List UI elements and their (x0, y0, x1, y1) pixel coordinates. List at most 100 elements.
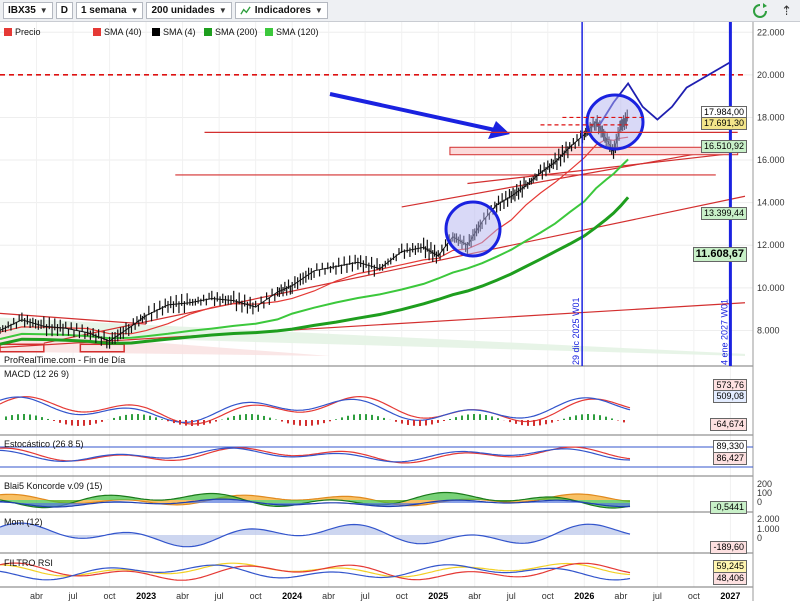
momentum-line (0, 522, 631, 548)
legend-item-sma4[interactable]: SMA (4) (152, 26, 196, 38)
mom-value: -189,60 (710, 541, 747, 554)
price-line (0, 117, 629, 342)
legend-label: SMA (120) (276, 27, 319, 37)
chevron-down-icon: ▼ (218, 6, 227, 15)
trendline (0, 302, 746, 349)
units-selector[interactable]: 200 unidades ▼ (146, 2, 232, 19)
mom-tick-2000: 2.000 (757, 514, 780, 524)
x-tick-label: oct (250, 591, 263, 601)
chevron-down-icon: ▼ (39, 6, 48, 15)
highlight-circle (585, 93, 645, 151)
x-tick-label: jul (214, 591, 224, 601)
support-box-small (0, 343, 45, 353)
projection-line (598, 61, 731, 127)
rsi-blue (0, 564, 631, 581)
legend-label: Precio (15, 27, 41, 37)
panel-title-macd: MACD (12 26 9) (4, 369, 70, 379)
koncorde-tick-0: 0 (757, 497, 763, 507)
chevron-down-icon: ▼ (314, 6, 323, 15)
swatch-sma200 (204, 28, 212, 36)
time-marker-label: 4 ene 2027 W01 (719, 299, 729, 365)
price-tag-sma40: 16.510,92 (700, 140, 747, 153)
indicator-panels (0, 395, 753, 581)
y-tick-label: 16.000 (757, 155, 785, 165)
koncorde-orange-fill (0, 494, 630, 506)
x-tick-label: 2024 (282, 591, 302, 601)
y-tick-label: 12.000 (757, 240, 785, 250)
trendline (0, 312, 147, 325)
highlight-circle (444, 200, 502, 258)
x-tick-label: 2023 (136, 591, 156, 601)
panel-title-momentum: Mom (12) (4, 517, 43, 527)
sma-200-line (0, 196, 630, 346)
x-tick-label: 2027 (720, 591, 740, 601)
symbol-label: IBX35 (8, 5, 36, 16)
legend-item-sma200[interactable]: SMA (200) (204, 26, 258, 38)
swatch-price (4, 28, 12, 36)
data-source-label: ProRealTime.com - Fin de Día (4, 355, 126, 365)
price-tag-sma200: 11.608,67 (692, 247, 747, 262)
x-tick-label: jul (68, 591, 78, 601)
panel-title-filtro-rsi: FILTRO RSI (4, 558, 53, 568)
panel-title-koncorde: Blai5 Koncorde v.09 (15) (4, 481, 103, 491)
annotation-arrow-line (329, 92, 496, 132)
legend-item-sma40[interactable]: SMA (40) (93, 26, 142, 38)
rsi-yellow (0, 562, 631, 578)
macd-value-2: 509,08 (713, 390, 747, 403)
chevron-down-icon: ▼ (130, 6, 139, 15)
trendline (401, 144, 746, 208)
series-layer (0, 61, 746, 356)
indicators-button[interactable]: Indicadores ▼ (234, 2, 328, 19)
channel-fill-pink (0, 330, 330, 356)
period-label: 1 semana (80, 5, 127, 16)
indicators-label: Indicadores (254, 5, 311, 16)
koncorde-tick-200: 200 (757, 479, 773, 489)
x-tick-label: oct (104, 591, 117, 601)
macd-signal (0, 396, 631, 423)
legend-item-price[interactable]: Precio (4, 26, 41, 38)
mom-tick-0: 0 (757, 533, 763, 543)
x-tick-label: oct (396, 591, 409, 601)
x-tick-label: abr (614, 591, 627, 601)
macd-value-3: -64,674 (710, 418, 747, 431)
y-tick-label: 22.000 (757, 27, 785, 37)
x-tick-label: 2026 (574, 591, 594, 601)
rsi-red (0, 562, 631, 581)
x-tick-label: abr (322, 591, 335, 601)
y-tick-label: 10.000 (757, 283, 785, 293)
price-tag-last: 17.691,30 (700, 117, 747, 130)
timeframe-mode-button[interactable]: D (55, 2, 73, 19)
arrow-up-icon[interactable]: ⇡ (781, 3, 792, 18)
timeframe-mode-label: D (60, 5, 68, 16)
x-tick-label: abr (176, 591, 189, 601)
x-tick-label: jul (652, 591, 662, 601)
x-tick-label: oct (688, 591, 701, 601)
legend-item-sma120[interactable]: SMA (120) (265, 26, 319, 38)
x-tick-label: abr (468, 591, 481, 601)
x-tick-label: jul (506, 591, 516, 601)
x-tick-label: jul (360, 591, 370, 601)
panel-title-stochastic: Estocástico (26 8 5) (4, 439, 84, 449)
trendline (43, 195, 746, 344)
support-box (449, 146, 739, 156)
x-tick-label: oct (542, 591, 555, 601)
swatch-sma120 (265, 28, 273, 36)
swatch-sma40 (93, 28, 101, 36)
indicators-icon (240, 6, 251, 15)
symbol-selector[interactable]: IBX35 ▼ (3, 2, 53, 19)
y-tick-label: 20.000 (757, 70, 785, 80)
time-marker-label: 29 dic 2025 W01 (571, 297, 581, 365)
y-tick-label: 18.000 (757, 112, 785, 122)
sma-120-line (0, 158, 629, 340)
y-tick-label: 14.000 (757, 198, 785, 208)
annotation-arrowhead (488, 121, 510, 139)
stoch-k (0, 446, 631, 464)
period-selector[interactable]: 1 semana ▼ (75, 2, 144, 19)
swatch-sma4 (152, 28, 160, 36)
support-box-small (79, 343, 125, 353)
koncorde-blue (0, 498, 631, 508)
sync-icon[interactable] (752, 3, 768, 19)
rsi-value-2: 48,406 (713, 572, 747, 585)
x-tick-label: abr (30, 591, 43, 601)
units-label: 200 unidades (151, 5, 215, 16)
